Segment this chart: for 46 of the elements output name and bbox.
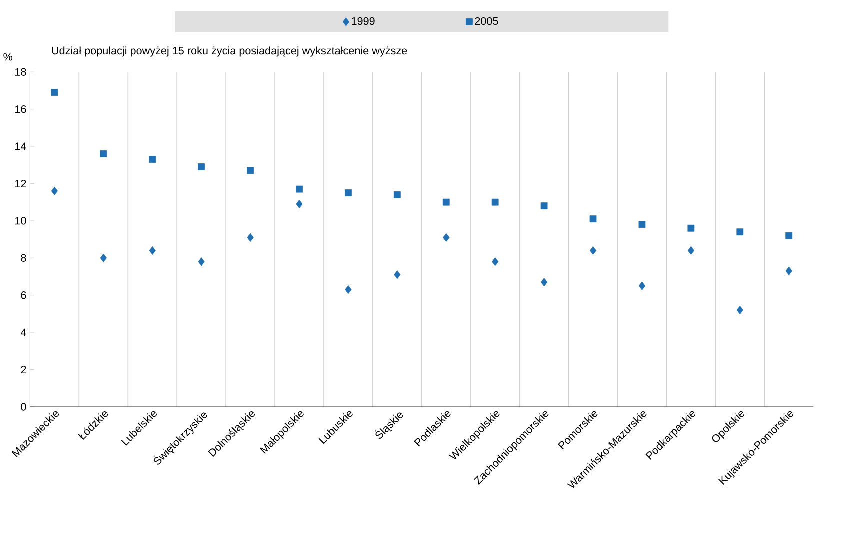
point (540, 278, 548, 286)
y-tick-label: 8 (21, 254, 26, 262)
y-tick-label: 10 (16, 216, 26, 225)
point (492, 198, 499, 206)
point (394, 270, 401, 280)
y-tick-label: 4 (20, 328, 26, 336)
point (345, 285, 352, 294)
y-tick-label: 18 (16, 68, 26, 76)
point (149, 156, 156, 163)
y-tick-label: 16 (16, 105, 26, 113)
y-tick-label: 12 (16, 180, 26, 188)
point (247, 167, 254, 174)
legend-label: 2005 (475, 17, 498, 25)
point (638, 221, 646, 228)
point (100, 254, 107, 262)
point (100, 150, 108, 158)
chart-title: Udział populacji powyżej 15 roku życia posiadającej wykształcenie wyższe (52, 46, 408, 57)
y-tick-label: 14 (16, 142, 26, 150)
point (786, 232, 793, 240)
y-tick-label: 2 (21, 366, 26, 374)
legend-label: 1999 (352, 17, 375, 25)
point (492, 257, 499, 266)
point (443, 233, 450, 242)
point (786, 266, 792, 276)
y-tick-label: 6 (21, 291, 26, 299)
point (149, 246, 156, 255)
point (296, 186, 303, 193)
point (247, 233, 254, 242)
point (198, 163, 206, 170)
point (51, 186, 58, 196)
point (688, 246, 694, 255)
y-axis-title: % (4, 52, 13, 61)
y-tick-label: 0 (21, 402, 26, 411)
point (590, 246, 597, 255)
point (296, 200, 303, 208)
point (688, 224, 695, 232)
point (590, 215, 597, 222)
point (51, 88, 58, 96)
point (540, 202, 548, 210)
point (736, 306, 744, 314)
point (442, 198, 450, 206)
point (394, 191, 401, 198)
point (345, 189, 352, 196)
point (736, 228, 744, 236)
point (198, 257, 205, 266)
point (638, 282, 646, 290)
